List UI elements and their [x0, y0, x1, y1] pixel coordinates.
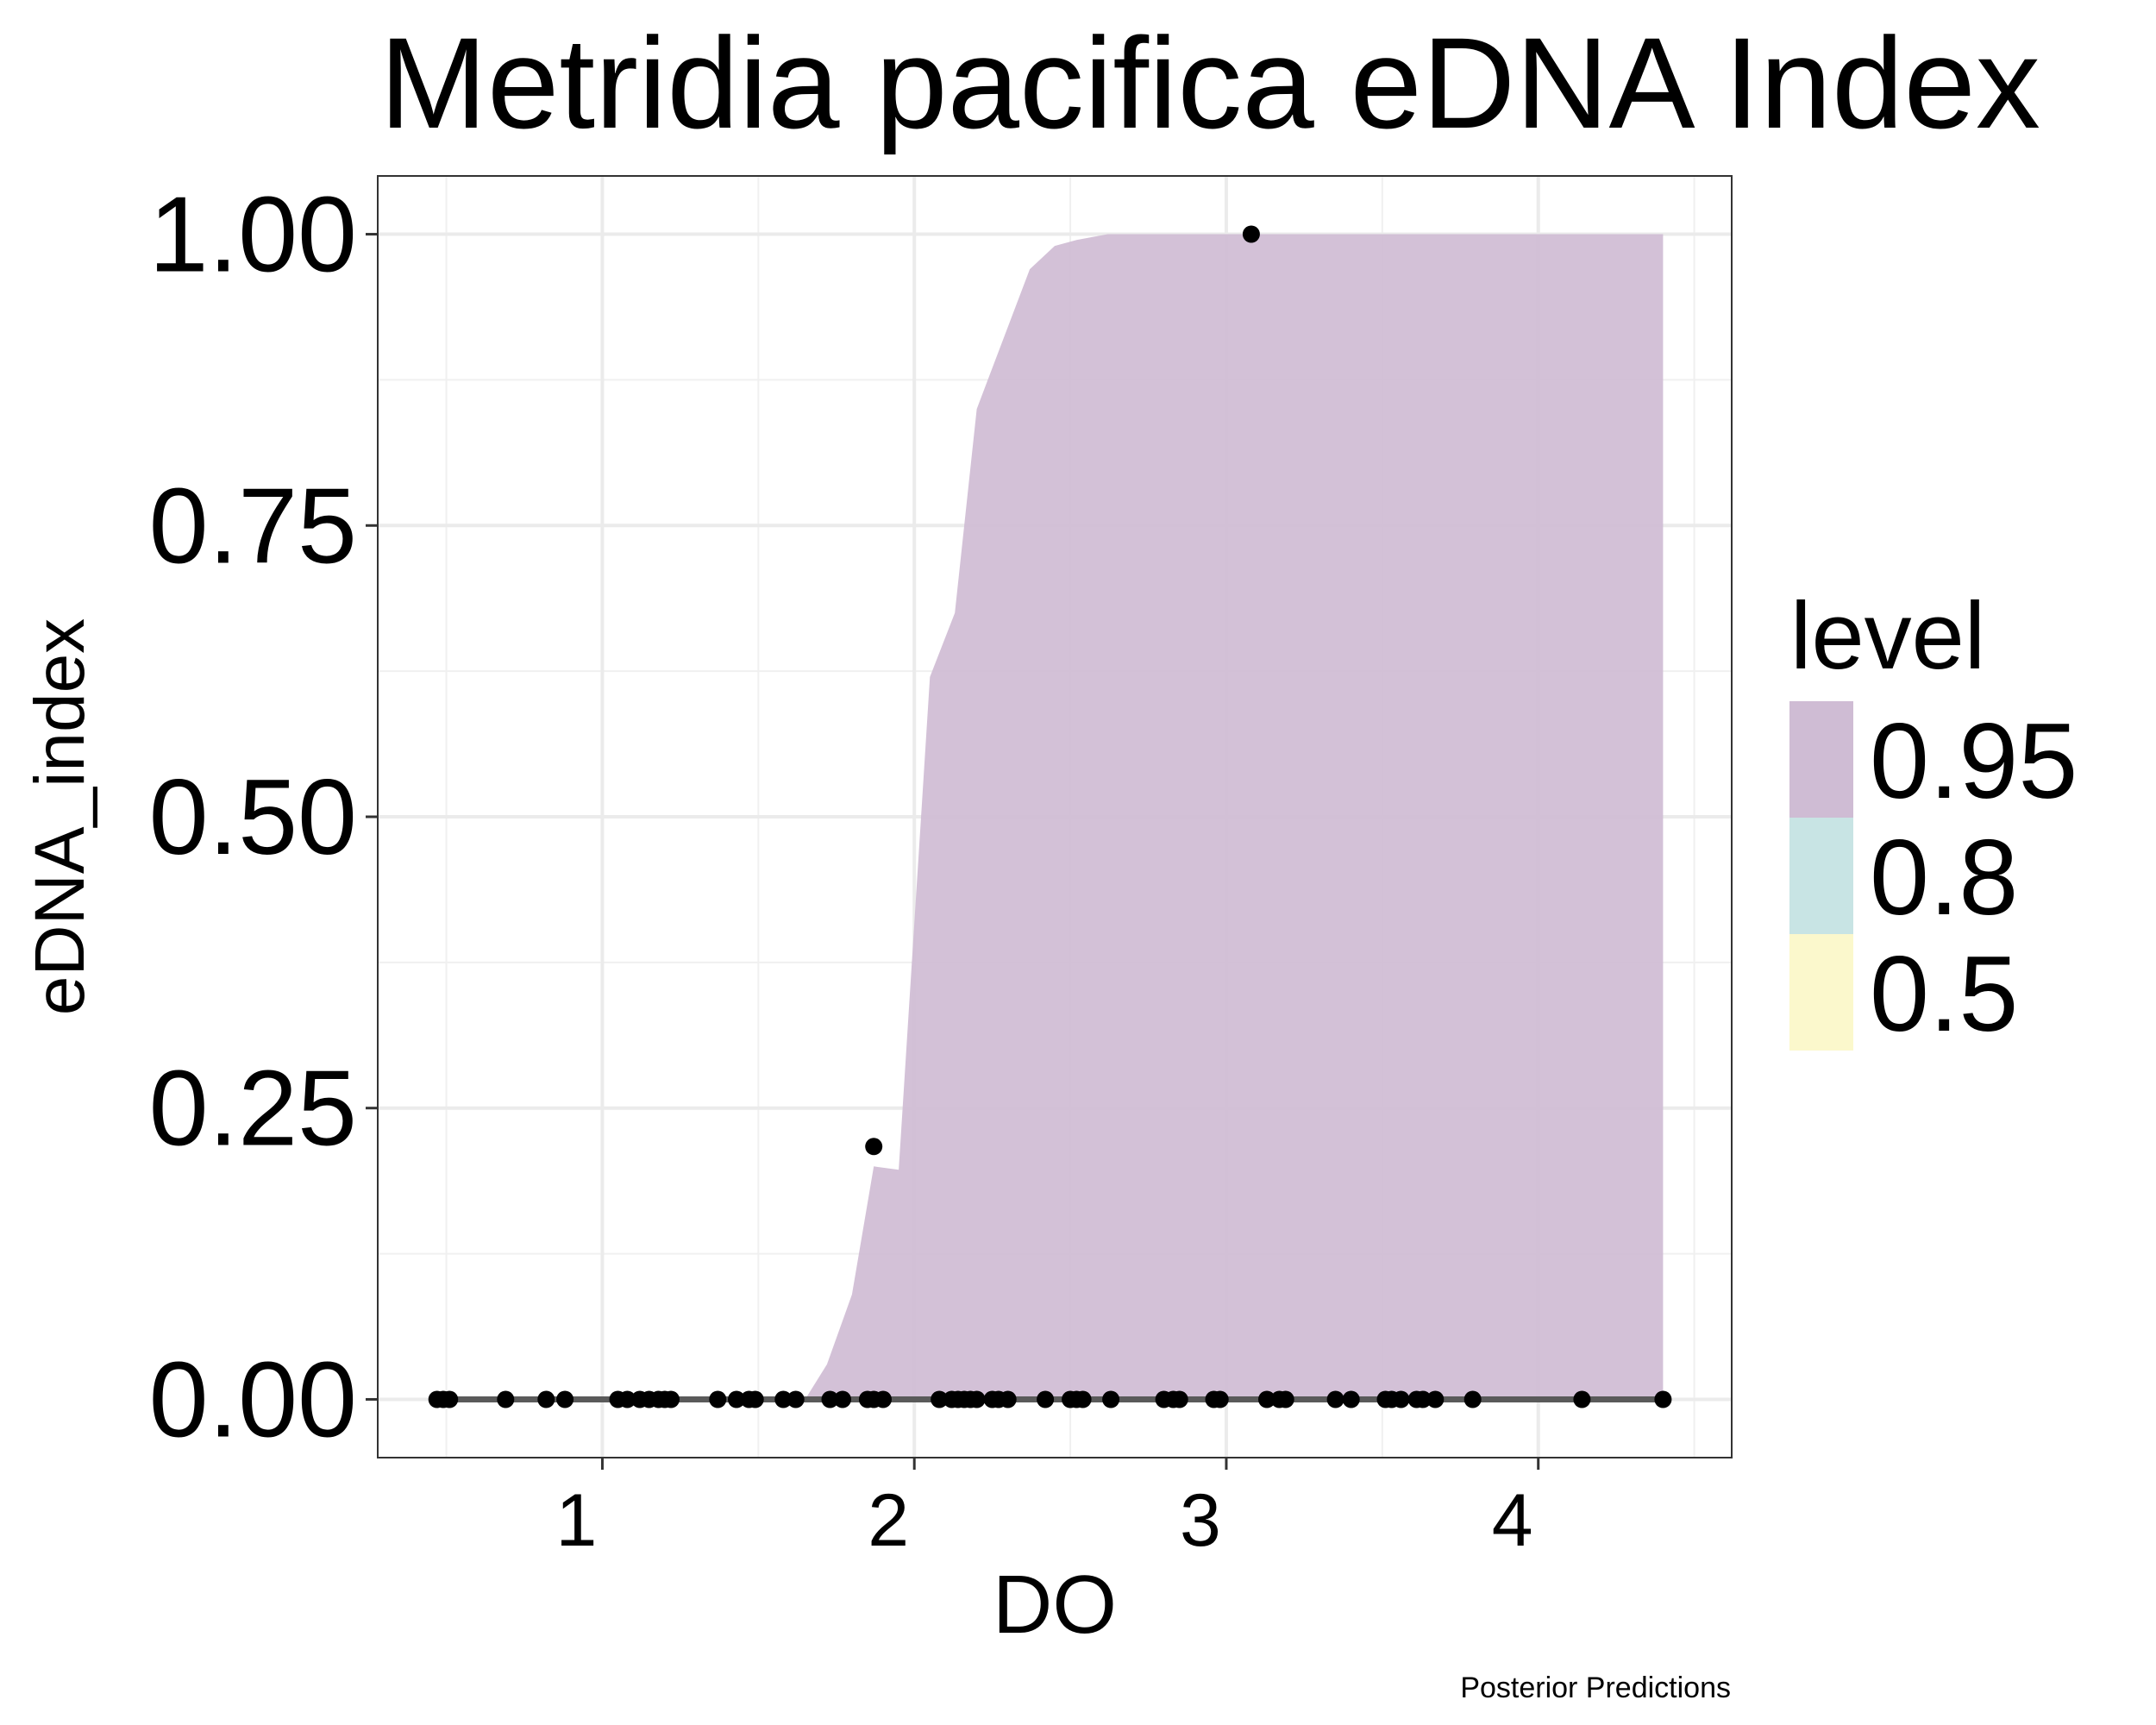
legend-title: level: [1790, 583, 1985, 689]
data-point: [1426, 1390, 1445, 1408]
data-point: [821, 1390, 839, 1408]
data-point: [874, 1390, 892, 1408]
legend-key-0-8: [1789, 818, 1853, 934]
data-point: [834, 1390, 851, 1408]
data-point: [1342, 1390, 1360, 1408]
y-axis-title: eDNA_index: [21, 618, 99, 1015]
data-point: [1463, 1390, 1482, 1408]
x-tick-label: 2: [868, 1479, 909, 1562]
legend-items: 0.950.80.5: [1789, 701, 2078, 1054]
credible-band-95: [805, 234, 1664, 1400]
data-point: [1242, 225, 1260, 243]
data-point: [1102, 1390, 1120, 1408]
data-point: [1392, 1390, 1410, 1408]
legend-label: 0.95: [1870, 702, 2078, 821]
data-point: [1258, 1390, 1275, 1408]
data-point: [1573, 1390, 1591, 1408]
data-point: [1413, 1390, 1432, 1408]
legend: level 0.950.80.5: [1789, 583, 2078, 1054]
data-point: [537, 1390, 555, 1408]
observed-points-layer: [428, 225, 1672, 1408]
y-tick-label: 0.50: [149, 758, 357, 877]
data-point: [441, 1390, 459, 1408]
data-point: [999, 1390, 1017, 1408]
credible-band-layer: [805, 234, 1664, 1400]
y-tick-label: 0.00: [149, 1340, 357, 1459]
data-point: [787, 1390, 805, 1408]
data-point: [746, 1390, 764, 1408]
data-point: [774, 1390, 793, 1408]
data-point: [1326, 1390, 1344, 1408]
data-point: [662, 1390, 680, 1408]
chart-caption: Posterior Predictions: [1460, 1672, 1731, 1704]
data-point: [865, 1138, 883, 1156]
y-axis: 0.00 0.25 0.50 0.75 1.00: [149, 176, 378, 1459]
x-tick-label: 3: [1180, 1479, 1221, 1562]
data-point: [1074, 1390, 1092, 1408]
legend-key-0-5: [1789, 934, 1853, 1051]
x-tick-label: 4: [1492, 1479, 1533, 1562]
data-point: [931, 1390, 949, 1408]
data-point: [709, 1390, 727, 1408]
y-tick-label: 1.00: [149, 176, 357, 295]
data-point: [497, 1390, 515, 1408]
data-point: [556, 1390, 574, 1408]
data-point: [1211, 1390, 1229, 1408]
data-point: [1037, 1390, 1055, 1408]
y-tick-label: 0.75: [149, 467, 357, 586]
data-point: [1276, 1390, 1294, 1408]
x-tick-label: 1: [556, 1479, 598, 1562]
data-point: [618, 1390, 636, 1408]
x-axis-title: DO: [993, 1559, 1117, 1651]
chart-title: Metridia pacifica eDNA Index: [379, 10, 2040, 155]
data-point: [968, 1390, 986, 1408]
y-tick-label: 0.25: [149, 1050, 357, 1169]
x-axis: 1 2 3 4: [556, 1458, 1540, 1562]
legend-key-0-95: [1789, 701, 1853, 818]
data-point: [1170, 1390, 1188, 1408]
legend-label: 0.5: [1870, 935, 2018, 1054]
plot-panel: [377, 175, 1733, 1458]
data-point: [728, 1390, 745, 1408]
legend-label: 0.8: [1870, 819, 2018, 938]
data-point: [1654, 1390, 1672, 1408]
